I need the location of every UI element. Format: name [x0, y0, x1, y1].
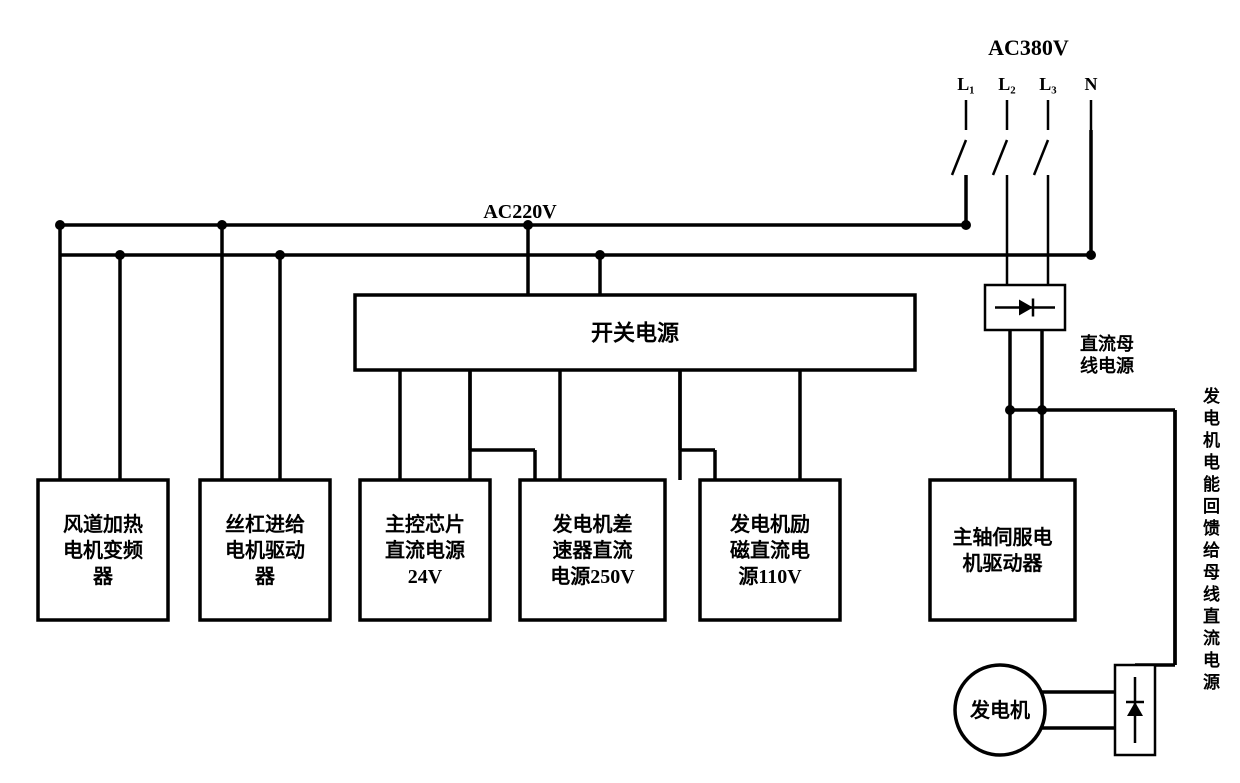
svg-text:发电机: 发电机	[969, 698, 1030, 722]
svg-text:直: 直	[1203, 606, 1220, 626]
svg-text:源110V: 源110V	[738, 565, 802, 588]
svg-text:回: 回	[1203, 497, 1220, 516]
svg-text:丝杠进给: 丝杠进给	[225, 512, 305, 536]
svg-text:器: 器	[254, 565, 276, 588]
svg-text:N: N	[1085, 74, 1098, 94]
svg-text:风道加热: 风道加热	[63, 512, 143, 536]
svg-text:能: 能	[1203, 474, 1220, 494]
svg-text:电: 电	[1203, 408, 1220, 428]
svg-text:24V: 24V	[408, 566, 443, 588]
svg-text:母: 母	[1203, 563, 1220, 582]
svg-text:开关电源: 开关电源	[591, 321, 679, 346]
svg-text:器: 器	[92, 565, 114, 588]
svg-text:线: 线	[1203, 584, 1220, 604]
svg-text:机: 机	[1203, 430, 1220, 450]
svg-text:电机驱动: 电机驱动	[225, 538, 305, 562]
svg-text:发: 发	[1202, 386, 1221, 406]
svg-text:电: 电	[1203, 452, 1220, 472]
svg-text:流: 流	[1203, 628, 1220, 648]
svg-text:源: 源	[1203, 672, 1220, 692]
svg-text:线电源: 线电源	[1080, 355, 1134, 376]
svg-text:L₃: L₃	[1039, 74, 1057, 94]
svg-text:主控芯片: 主控芯片	[385, 512, 465, 536]
svg-text:电: 电	[1203, 650, 1220, 670]
svg-text:直流电源: 直流电源	[385, 538, 465, 562]
svg-text:电源250V: 电源250V	[550, 565, 635, 588]
svg-text:主轴伺服电: 主轴伺服电	[953, 525, 1053, 549]
svg-text:L₁: L₁	[957, 74, 974, 94]
svg-text:电机变频: 电机变频	[63, 538, 143, 562]
svg-text:发电机差: 发电机差	[552, 512, 633, 536]
svg-text:馈: 馈	[1203, 518, 1220, 538]
svg-text:L₂: L₂	[998, 74, 1015, 94]
svg-text:直流母: 直流母	[1080, 333, 1134, 354]
svg-text:给: 给	[1203, 540, 1220, 560]
b6	[930, 480, 1075, 620]
svg-text:磁直流电: 磁直流电	[730, 538, 810, 562]
svg-text:速器直流: 速器直流	[553, 538, 633, 562]
ac380v-label: AC380V	[988, 35, 1069, 60]
ac220v-label: AC220V	[483, 201, 557, 223]
svg-text:机驱动器: 机驱动器	[963, 551, 1044, 575]
svg-text:发电机励: 发电机励	[729, 512, 810, 536]
